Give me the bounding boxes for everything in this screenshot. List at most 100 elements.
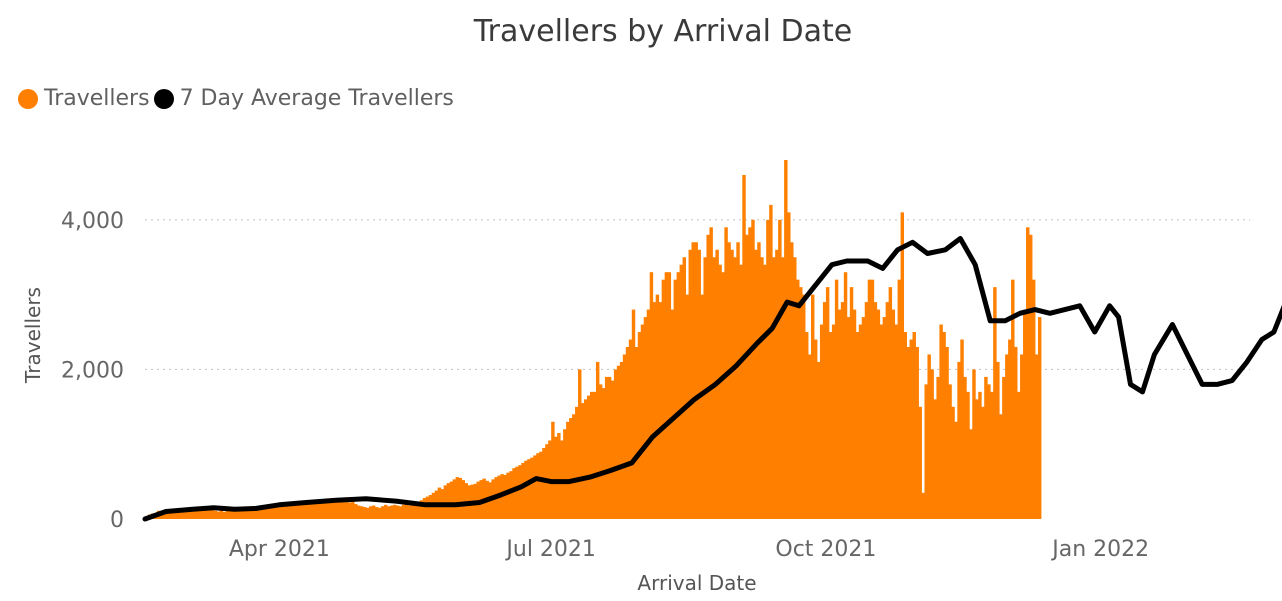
travellers-bar[interactable] [864,302,869,519]
travellers-bar[interactable] [512,468,516,519]
travellers-bar[interactable] [318,500,322,519]
travellers-bar[interactable] [222,511,227,519]
travellers-bar[interactable] [410,504,415,519]
travellers-bar[interactable] [234,510,239,519]
travellers-bar[interactable] [279,504,283,519]
travellers-bar[interactable] [566,421,570,519]
travellers-bar[interactable] [449,481,454,519]
travellers-bar[interactable] [619,361,624,519]
travellers-bar[interactable] [312,503,316,519]
travellers-bar[interactable] [951,406,955,519]
travellers-bar[interactable] [667,272,672,519]
travellers-bar[interactable] [942,332,946,519]
travellers-bar[interactable] [228,509,233,519]
travellers-bar[interactable] [625,346,630,519]
travellers-bar[interactable] [578,369,582,519]
travellers-bar[interactable] [664,272,669,519]
travellers-bar[interactable] [386,506,391,519]
travellers-bar[interactable] [309,501,313,519]
travellers-bar[interactable] [778,219,782,520]
travellers-bar[interactable] [984,376,988,519]
travellers-bar[interactable] [733,257,737,519]
travellers-bar[interactable] [861,317,866,519]
travellers-bar[interactable] [915,346,919,519]
travellers-bar[interactable] [784,160,788,519]
travellers-bar[interactable] [333,499,337,519]
travellers-bar[interactable] [521,462,525,519]
travellers-bar[interactable] [822,302,827,519]
travellers-bar[interactable] [781,257,785,519]
travellers-bar[interactable] [757,242,761,520]
travellers-bar[interactable] [554,436,558,519]
travellers-bar[interactable] [727,242,731,520]
travellers-bar[interactable] [225,510,230,519]
travellers-bar[interactable] [858,324,863,519]
travellers-bar[interactable] [933,399,937,519]
travellers-bar[interactable] [831,324,836,519]
travellers-bar[interactable] [957,361,961,519]
travellers-bar[interactable] [796,279,800,519]
travellers-bar[interactable] [930,369,934,519]
travellers-bar[interactable] [730,249,734,519]
travellers-bar[interactable] [867,279,872,519]
travellers-bar[interactable] [870,279,875,519]
travellers-bar[interactable] [924,384,928,519]
travellers-bar[interactable] [207,507,212,519]
travellers-bar[interactable] [551,421,555,519]
travellers-bar[interactable] [539,451,543,519]
travellers-bar[interactable] [392,504,397,519]
travellers-bar[interactable] [342,499,346,519]
travellers-bar[interactable] [787,212,791,519]
travellers-bar[interactable] [652,302,657,519]
travellers-bar[interactable] [843,272,848,519]
travellers-bar[interactable] [366,507,370,519]
travellers-bar[interactable] [697,249,701,519]
travellers-bar[interactable] [954,421,958,519]
travellers-bar[interactable] [363,507,367,519]
travellers-bar[interactable] [285,502,289,519]
travellers-bar[interactable] [237,508,242,519]
travellers-bar[interactable] [996,361,1000,519]
travellers-bar[interactable] [186,511,191,519]
travellers-bar[interactable] [999,414,1003,519]
travellers-bar[interactable] [509,471,513,519]
travellers-bar[interactable] [306,501,310,519]
travellers-bar[interactable] [676,272,681,519]
travellers-bar[interactable] [873,302,878,519]
travellers-bar[interactable] [336,501,340,519]
travellers-bar[interactable] [694,242,698,520]
travellers-bar[interactable] [655,294,660,519]
travellers-bar[interactable] [324,501,328,519]
travellers-bar[interactable] [413,504,418,519]
travellers-bar[interactable] [1008,339,1012,520]
travellers-bar[interactable] [321,499,325,519]
travellers-bar[interactable] [691,242,695,520]
travellers-bar[interactable] [769,204,773,519]
travellers-bar[interactable] [960,339,964,520]
travellers-bar[interactable] [515,466,519,519]
travellers-bar[interactable] [374,507,379,519]
travellers-bar[interactable] [171,512,176,519]
travellers-bar[interactable] [371,505,376,519]
travellers-bar[interactable] [688,249,692,519]
travellers-bar[interactable] [679,264,684,519]
travellers-bar[interactable] [1026,227,1030,519]
travellers-bar[interactable] [264,507,268,519]
travellers-bar[interactable] [177,510,182,519]
travellers-bar[interactable] [192,508,197,519]
travellers-bar[interactable] [855,332,860,519]
travellers-bar[interactable] [395,505,400,519]
travellers-bar[interactable] [581,403,585,519]
travellers-bar[interactable] [404,504,409,519]
travellers-bar[interactable] [303,502,307,519]
travellers-bar[interactable] [461,480,466,519]
travellers-bar[interactable] [425,496,430,519]
travellers-bar[interactable] [885,302,890,519]
travellers-bar[interactable] [631,309,636,519]
travellers-bar[interactable] [189,510,194,519]
travellers-bar[interactable] [1017,391,1021,519]
travellers-bar[interactable] [993,287,997,519]
travellers-bar[interactable] [345,501,349,519]
travellers-bar[interactable] [198,510,203,519]
travellers-bar[interactable] [557,432,561,519]
